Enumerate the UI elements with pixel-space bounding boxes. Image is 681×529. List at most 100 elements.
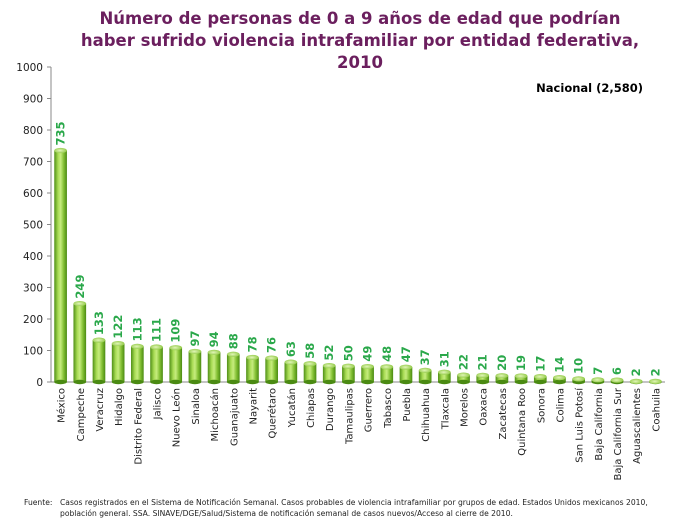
bar-cap (169, 345, 183, 351)
data-label: 20 (495, 355, 509, 371)
bar-base (188, 379, 202, 385)
bar-base (533, 379, 547, 385)
y-tick-label: 700 (23, 157, 43, 169)
category-label: Hidalgo (114, 388, 125, 426)
bar-cap (246, 354, 259, 361)
chart-title: Número de personas de 0 a 9 años de edad… (60, 8, 660, 74)
bar-12 (265, 355, 278, 385)
bar-cap (226, 351, 240, 357)
bar-10 (226, 351, 240, 385)
data-label: 109 (169, 319, 183, 343)
data-label: 249 (73, 275, 87, 299)
bar-cap (284, 359, 298, 365)
bar-body (54, 150, 67, 382)
category-label: Baja California (594, 388, 605, 461)
bar-25 (514, 373, 528, 385)
bar-base (342, 379, 355, 385)
data-label: 113 (130, 317, 144, 341)
bar-22 (457, 372, 470, 385)
bar-19 (399, 364, 413, 385)
bar-31 (629, 378, 643, 385)
category-label: Puebla (402, 388, 413, 422)
bar-body (169, 347, 183, 382)
bar-cap (361, 363, 374, 370)
data-label: 14 (552, 357, 566, 373)
category-label: Tlaxcala (440, 388, 451, 430)
bar-cap (629, 378, 643, 384)
y-tick-label: 0 (36, 377, 43, 389)
bar-cap (514, 373, 528, 379)
bar-body (361, 366, 374, 382)
category-label: Sinaloa (191, 388, 202, 425)
data-label: 48 (380, 346, 394, 362)
bar-body (246, 357, 259, 382)
category-label: Guerrero (364, 388, 375, 432)
y-tick-label: 600 (23, 188, 43, 200)
data-label: 6 (610, 367, 624, 375)
bar-cap (150, 344, 163, 350)
bar-body (342, 366, 355, 382)
bar-base (418, 379, 432, 385)
bar-cap (380, 364, 394, 370)
bar-body (111, 343, 125, 382)
bar-cap (591, 377, 605, 383)
data-label: 63 (284, 341, 298, 357)
bar-body (188, 351, 202, 382)
data-label: 21 (476, 354, 490, 370)
bar-cap (111, 340, 125, 347)
bar-cap (553, 374, 566, 381)
bar-body (380, 366, 394, 382)
data-label: 88 (226, 333, 240, 349)
bar-30 (610, 377, 624, 385)
bar-cap (303, 361, 317, 367)
category-label: Jalisco (153, 388, 164, 420)
bar-base (207, 379, 221, 385)
bar-32 (649, 378, 662, 385)
data-label: 37 (418, 349, 432, 365)
bar-cap (73, 300, 87, 307)
bar-base (438, 379, 451, 385)
bar-base (111, 379, 125, 385)
y-tick-label: 800 (23, 125, 43, 137)
bar-20 (418, 367, 432, 385)
category-label: Chiapas (306, 388, 317, 428)
bar-body (92, 340, 106, 382)
bar-cap (649, 378, 662, 384)
bar-body (457, 375, 470, 382)
bar-cap (54, 147, 67, 154)
data-label: 122 (111, 315, 125, 339)
bar-15 (322, 363, 336, 385)
national-total-annotation: Nacional (2,580) (536, 81, 643, 95)
bar-cap (610, 377, 624, 383)
data-label: 22 (457, 354, 471, 370)
bar-cap (533, 374, 547, 380)
category-label: Tabasco (383, 388, 394, 429)
bar-base (54, 379, 67, 385)
data-label: 52 (322, 345, 336, 361)
data-label: 2 (648, 368, 662, 376)
category-label: Distrito Federal (133, 388, 144, 465)
bar-cap (207, 349, 221, 355)
data-label: 97 (188, 330, 202, 346)
x-tick-labels: México Campeche Veracruz Hidalgo Distrito Fe… (56, 387, 663, 481)
bar-base (169, 379, 183, 385)
bar-16 (342, 363, 355, 385)
bar-28 (572, 376, 585, 385)
bar-cap (92, 337, 106, 343)
bar-body (418, 370, 432, 382)
bar-base (92, 379, 106, 385)
category-label: Campeche (76, 388, 87, 441)
y-tick-labels: 0 100 200 300 400 500 600 700 800 900 1000 (16, 62, 43, 389)
data-label: 7 (591, 367, 605, 375)
bar-cap (572, 376, 585, 382)
bar-body (533, 376, 547, 382)
chart-title-line2: haber sufrido violencia intrafamiliar po… (80, 31, 640, 50)
source-line1: Casos registrados en el Sistema de Notif… (60, 498, 648, 507)
data-label: 2 (629, 368, 643, 376)
bar-cap (457, 372, 470, 378)
bar-base (73, 379, 87, 385)
chart-title-line1: Número de personas de 0 a 9 años de edad… (99, 9, 621, 28)
bar-11 (246, 354, 259, 385)
